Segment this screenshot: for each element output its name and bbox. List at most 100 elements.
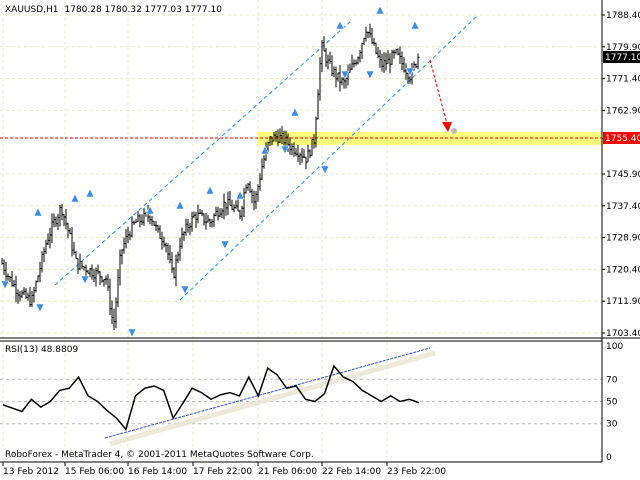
price-bar bbox=[115, 297, 118, 329]
price-bar bbox=[33, 286, 36, 303]
price-bar bbox=[149, 215, 152, 225]
price-bar bbox=[203, 213, 206, 226]
price-bar bbox=[251, 188, 254, 204]
price-bar bbox=[175, 254, 178, 287]
price-bar bbox=[313, 134, 316, 149]
price-bar bbox=[131, 216, 134, 238]
price-bar bbox=[267, 141, 270, 154]
price-bar bbox=[75, 250, 78, 260]
price-bar bbox=[273, 132, 276, 142]
price-bar bbox=[83, 265, 86, 271]
price-bar bbox=[229, 191, 232, 206]
price-bar bbox=[365, 26, 368, 42]
price-bar bbox=[231, 199, 234, 210]
price-bar bbox=[77, 258, 80, 274]
price-bar bbox=[367, 31, 370, 39]
price-bar bbox=[237, 199, 240, 212]
price-bar bbox=[185, 218, 188, 236]
price-tick-label: 1703.40 bbox=[606, 329, 640, 339]
price-bar bbox=[383, 52, 386, 73]
price-bar bbox=[63, 213, 66, 227]
price-bar bbox=[393, 49, 396, 59]
ohlc-label: 1780.28 1780.32 1777.03 1777.10 bbox=[65, 5, 223, 15]
price-bar bbox=[55, 216, 58, 227]
price-bar bbox=[163, 236, 166, 248]
price-bar bbox=[155, 221, 158, 231]
price-bar bbox=[211, 219, 214, 228]
price-bar bbox=[311, 138, 314, 156]
price-bar bbox=[91, 264, 94, 280]
price-bar bbox=[25, 288, 28, 299]
price-bar bbox=[67, 222, 70, 239]
price-bar bbox=[37, 275, 40, 283]
price-bar bbox=[363, 37, 366, 46]
time-tick-label: 17 Feb 22:00 bbox=[193, 467, 252, 477]
price-bar bbox=[49, 227, 52, 249]
time-tick-label: 23 Feb 22:00 bbox=[387, 467, 446, 477]
price-bar bbox=[29, 287, 32, 307]
price-bar bbox=[21, 290, 24, 298]
price-bar bbox=[43, 247, 46, 263]
price-bar bbox=[319, 57, 322, 101]
price-bar bbox=[87, 269, 90, 274]
price-bar bbox=[257, 184, 260, 202]
price-bar bbox=[127, 226, 130, 244]
price-tick-label: 1720.40 bbox=[606, 265, 640, 275]
price-bar bbox=[271, 136, 274, 146]
fractal-arrow-icon bbox=[375, 5, 385, 15]
rsi-tick-label: 0 bbox=[606, 453, 612, 463]
price-bar bbox=[417, 53, 420, 70]
rsi-title: RSI(13) 48.8809 bbox=[5, 345, 78, 355]
price-bar bbox=[395, 48, 398, 55]
fractal-arrow-icon bbox=[320, 165, 330, 175]
price-bar bbox=[113, 308, 116, 330]
price-bar bbox=[403, 56, 406, 73]
channel-upper-line bbox=[54, 21, 351, 286]
price-bars bbox=[1, 23, 420, 330]
fractal-arrow-icon bbox=[335, 20, 345, 30]
price-bar bbox=[179, 237, 182, 261]
price-bar bbox=[263, 155, 266, 169]
fractal-arrow-icon bbox=[340, 70, 350, 80]
price-bar bbox=[233, 204, 236, 213]
price-bar bbox=[227, 191, 230, 215]
price-bar bbox=[165, 242, 168, 253]
price-bar bbox=[9, 275, 12, 283]
price-bar bbox=[61, 204, 64, 221]
price-bar bbox=[161, 231, 164, 250]
price-bar bbox=[17, 289, 20, 304]
price-bar bbox=[239, 209, 242, 220]
price-bar bbox=[379, 49, 382, 68]
price-bar bbox=[19, 291, 22, 302]
price-bar bbox=[329, 51, 332, 64]
price-tick-label: 1779.90 bbox=[606, 43, 640, 53]
fractal-arrow-icon bbox=[220, 240, 230, 250]
price-bar bbox=[351, 54, 354, 71]
price-bar bbox=[105, 275, 108, 285]
price-bar bbox=[171, 252, 174, 273]
price-bar bbox=[279, 128, 282, 143]
fractal-arrow-icon bbox=[410, 20, 420, 30]
price-bar bbox=[73, 241, 76, 255]
fractal-arrow-icon bbox=[365, 70, 375, 80]
price-bar bbox=[293, 142, 296, 157]
price-bar bbox=[309, 149, 312, 159]
price-tick-label: 1788.40 bbox=[606, 11, 640, 21]
fractal-arrow-icon bbox=[145, 205, 155, 215]
price-bar bbox=[121, 249, 124, 265]
price-bar bbox=[213, 213, 216, 227]
price-bar bbox=[57, 213, 60, 230]
price-bar bbox=[167, 243, 170, 260]
price-bar bbox=[41, 251, 44, 273]
fractal-arrow-icon bbox=[175, 200, 185, 210]
price-bar bbox=[385, 52, 388, 71]
price-bar bbox=[381, 53, 384, 72]
rsi-tick-label: 100 bbox=[606, 342, 623, 352]
price-bar bbox=[375, 42, 378, 55]
price-bar bbox=[39, 262, 42, 283]
price-bar bbox=[361, 42, 364, 60]
rsi-trendline bbox=[104, 347, 431, 439]
price-bar bbox=[183, 231, 186, 241]
price-bar bbox=[117, 269, 120, 308]
